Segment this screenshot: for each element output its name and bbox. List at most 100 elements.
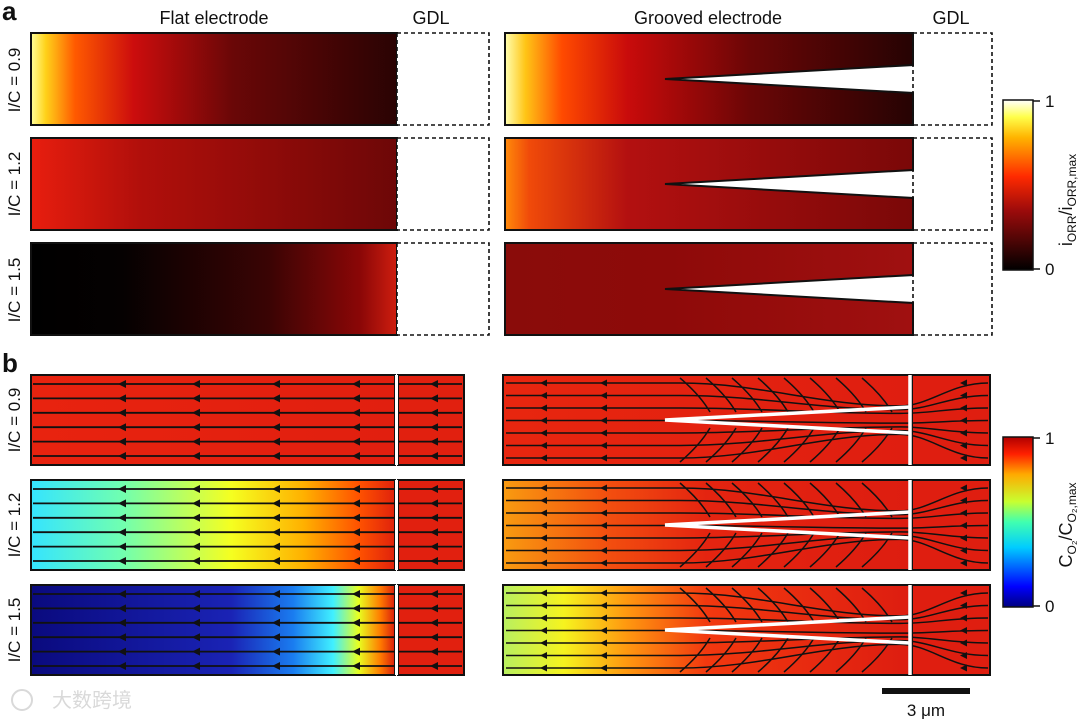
streamline	[506, 433, 989, 459]
streamline-arrow	[118, 485, 126, 493]
streamline-arrow	[272, 604, 280, 613]
streamline-arrow	[192, 647, 200, 656]
streamline	[705, 587, 737, 623]
streamline-arrow	[118, 618, 126, 627]
panel-a-grooved	[504, 32, 993, 336]
streamline-arrow	[600, 404, 607, 412]
streamline-arrow	[352, 394, 360, 403]
row-label-b1: I/C = 0.9	[5, 388, 24, 453]
panel-letter-a: a	[2, 0, 17, 26]
gdl-box-grooved-row2	[912, 137, 993, 231]
streamline-arrow	[540, 404, 547, 412]
streamline-arrow	[960, 429, 967, 437]
watermark: 大数跨境	[11, 689, 132, 712]
streamline-arrow	[352, 604, 360, 613]
streamline	[757, 427, 789, 463]
streamline	[506, 636, 989, 644]
streamline-arrow	[192, 394, 200, 403]
streamline-arrow	[192, 408, 200, 417]
streamline-arrow	[430, 452, 438, 460]
streamline-arrow	[600, 522, 607, 529]
streamline-arrow	[118, 423, 126, 432]
row-label-a3: I/C = 1.5	[5, 258, 24, 323]
streamline-arrow	[352, 662, 360, 670]
streamline-arrow	[960, 664, 967, 672]
streamline-arrow	[600, 392, 607, 399]
streamline-arrow	[540, 429, 547, 437]
flat-electrode-title: Flat electrode	[159, 8, 268, 28]
streamline-arrow	[352, 408, 360, 417]
streamline-arrow	[540, 589, 547, 597]
panel-b-grooved	[502, 374, 991, 676]
streamline	[679, 377, 711, 413]
streamline-arrow	[272, 618, 280, 627]
streamline-arrow	[540, 522, 547, 529]
streamline-arrow	[430, 618, 438, 627]
panel-a-flat	[30, 32, 490, 336]
streamline-arrow	[352, 513, 360, 522]
flat-map-row3	[30, 242, 398, 336]
streamline-arrow	[192, 542, 200, 551]
streamline-arrow	[352, 557, 360, 565]
streamline-arrow	[192, 423, 200, 432]
row-label-b2: I/C = 1.2	[5, 493, 24, 558]
streamline-arrow	[600, 534, 607, 542]
streamline-arrow	[600, 484, 607, 492]
streamline	[705, 637, 737, 673]
streamline-arrow	[600, 509, 607, 517]
streamline-arrow	[600, 627, 607, 634]
streamline-arrow	[192, 528, 200, 537]
streamline-arrow	[960, 522, 967, 529]
streamline-arrow	[600, 442, 607, 449]
colorbar-a-bottom: 0	[1045, 260, 1054, 279]
streamline-arrow	[192, 557, 200, 565]
streamline-arrow	[430, 499, 438, 508]
streamline-arrow	[192, 662, 200, 670]
gdl-box-grooved-row1	[912, 32, 993, 126]
streamline-arrow	[960, 442, 967, 449]
streamline-arrow	[272, 590, 280, 598]
streamline	[506, 592, 989, 617]
streamline	[705, 377, 737, 413]
streamline	[757, 532, 789, 568]
gdl-conc-row2	[397, 479, 465, 571]
streamline-arrow	[540, 442, 547, 449]
panel-b-flat	[30, 374, 465, 676]
streamline-arrow	[960, 614, 967, 622]
streamline-arrow	[540, 652, 547, 659]
streamline	[506, 407, 989, 415]
streamline-arrow	[960, 547, 967, 554]
streamline-arrow	[352, 542, 360, 551]
colorbar-b-bottom: 0	[1045, 597, 1054, 616]
streamline-arrow	[600, 664, 607, 672]
streamline-arrow	[540, 602, 547, 609]
watermark-text: 大数跨境	[52, 689, 132, 712]
streamline-arrow	[192, 633, 200, 642]
streamline	[783, 377, 815, 413]
streamline-arrow	[600, 559, 607, 567]
streamline-arrow	[272, 499, 280, 508]
streamline-arrow	[430, 423, 438, 432]
streamline-arrow	[272, 408, 280, 417]
streamline-arrow	[118, 647, 126, 656]
streamline-arrow	[540, 484, 547, 492]
streamline-arrow	[430, 528, 438, 537]
streamline	[506, 643, 989, 669]
streamline-arrow	[430, 662, 438, 670]
streamline-arrow	[960, 627, 967, 634]
streamline-arrow	[960, 379, 967, 387]
streamline-arrow	[540, 639, 547, 647]
streamline-arrow	[430, 408, 438, 417]
streamline-arrow	[118, 604, 126, 613]
streamline-arrow	[540, 392, 547, 399]
grooved-map-row2	[504, 137, 914, 231]
groove-outline	[664, 615, 911, 645]
flat-conc-row3	[30, 584, 396, 676]
streamline-arrow	[600, 497, 607, 504]
streamline	[731, 637, 763, 673]
streamline-arrow	[540, 559, 547, 567]
grooved-map-row1	[504, 32, 914, 126]
flat-map-row2	[30, 137, 398, 231]
streamline-arrow	[192, 485, 200, 493]
streamline-arrow	[118, 513, 126, 522]
